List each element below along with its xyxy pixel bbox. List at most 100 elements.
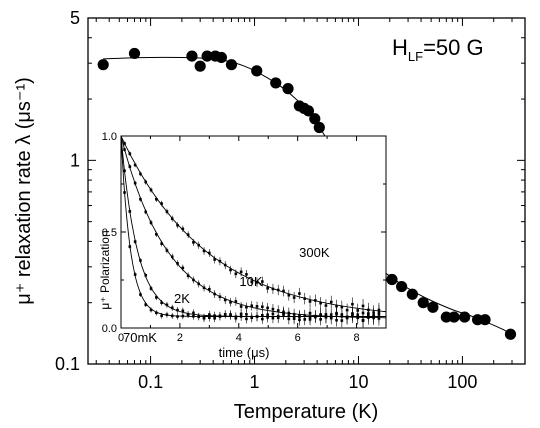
data-point: [201, 50, 213, 62]
inset-data-point: [160, 202, 163, 205]
data-point: [225, 59, 238, 71]
data-point: [215, 51, 227, 64]
inset-data-point: [303, 318, 307, 321]
inset-data-point: [266, 287, 269, 290]
inset-data-point: [335, 313, 338, 316]
inset-data-point: [351, 312, 354, 315]
inset-data-point: [128, 165, 132, 168]
inset-data-point: [144, 210, 148, 214]
inset-data-point: [340, 305, 344, 309]
inset-data-point: [250, 280, 254, 284]
inset-data-point: [123, 191, 126, 194]
inset-data-point: [186, 313, 190, 316]
inset-data-point: [149, 221, 153, 224]
inset-data-point: [165, 313, 169, 316]
inset-data-point: [287, 293, 291, 297]
inset-y-tick-label: 0.0: [102, 323, 117, 335]
inset-data-point: [329, 300, 333, 304]
inset-data-point: [218, 295, 222, 299]
inset-data-point: [128, 210, 132, 213]
inset-data-point: [181, 227, 185, 231]
inset-points: [123, 141, 381, 328]
inset-data-point: [192, 314, 195, 318]
inset-data-point: [149, 188, 153, 192]
inset-data-point: [361, 304, 365, 308]
inset-data-point: [229, 314, 232, 317]
inset-data-point: [155, 197, 158, 201]
inset-data-point: [123, 148, 126, 151]
inset-data-point: [139, 172, 142, 176]
data-point: [504, 328, 517, 340]
inset-x-tick-label: 4: [236, 332, 242, 344]
inset-data-point: [271, 312, 275, 316]
inset-chart: 0 2 4 6 8 0.0 0.5 1.0 300K 10K 2K 70mK time (μs) μ…: [98, 131, 387, 360]
inset-data-point: [192, 241, 195, 244]
x-tick-label: 0.1: [138, 372, 163, 392]
inset-data-point: [133, 240, 137, 243]
x-tick-label: 10: [348, 372, 368, 392]
inset-data-point: [282, 289, 285, 293]
inset-data-point: [319, 314, 322, 317]
inset-background: [121, 136, 386, 328]
inset-data-point: [202, 286, 206, 290]
main-plot-frame: [87, 17, 526, 365]
inset-data-point: [197, 243, 201, 247]
inset-data-point: [345, 308, 349, 312]
inset-data-point: [208, 287, 211, 291]
inset-data-point: [372, 315, 375, 319]
x-axis-label: Temperature (K): [234, 401, 379, 423]
inset-data-point: [128, 245, 132, 248]
inset-data-point: [223, 263, 227, 267]
inset-data-point: [155, 232, 158, 236]
inset-data-point: [170, 255, 174, 259]
inset-data-point: [181, 266, 185, 270]
inset-data-point: [139, 259, 142, 262]
inset-data-point: [308, 311, 312, 315]
inset-data-point: [239, 312, 243, 316]
inset-x-axis-label: time (μs): [219, 345, 270, 360]
inset-data-point: [144, 303, 148, 306]
inset-data-point: [276, 309, 280, 312]
data-point: [440, 311, 452, 323]
inset-data-point: [239, 305, 243, 308]
inset-data-point: [282, 312, 285, 315]
inset-data-point: [377, 311, 381, 314]
data-point: [186, 50, 198, 62]
y-tick-label: 1: [70, 150, 80, 170]
inset-data-point: [213, 314, 216, 317]
inset-data-point: [181, 309, 185, 313]
inset-data-point: [218, 315, 222, 318]
inset-data-point: [234, 300, 238, 303]
inset-data-point: [202, 249, 206, 253]
inset-data-point: [245, 305, 248, 309]
inset-data-point: [292, 296, 296, 299]
inset-data-point: [181, 314, 185, 318]
inset-data-point: [292, 312, 296, 316]
inset-data-point: [250, 315, 254, 319]
inset-data-point: [229, 268, 232, 272]
inset-data-point: [308, 300, 312, 303]
inset-data-point: [255, 281, 259, 284]
inset-data-point: [197, 315, 201, 319]
inset-data-point: [170, 217, 174, 220]
inset-data-point: [266, 313, 269, 317]
inset-data-point: [234, 315, 238, 319]
inset-data-point: [213, 258, 216, 261]
inset-series-label: 300K: [299, 245, 330, 260]
inset-data-point: [255, 315, 259, 318]
inset-data-point: [287, 314, 291, 317]
inset-data-point: [176, 223, 179, 227]
data-point: [194, 60, 206, 72]
inset-data-point: [271, 287, 275, 291]
inset-data-point: [133, 181, 137, 185]
x-tick-label: 100: [447, 372, 477, 392]
data-point: [459, 311, 471, 323]
data-point: [251, 65, 263, 77]
inset-data-point: [186, 233, 190, 237]
inset-data-point: [345, 315, 349, 319]
inset-data-point: [144, 180, 148, 184]
data-point: [417, 297, 429, 309]
inset-data-point: [170, 306, 174, 310]
inset-data-point: [335, 304, 338, 308]
